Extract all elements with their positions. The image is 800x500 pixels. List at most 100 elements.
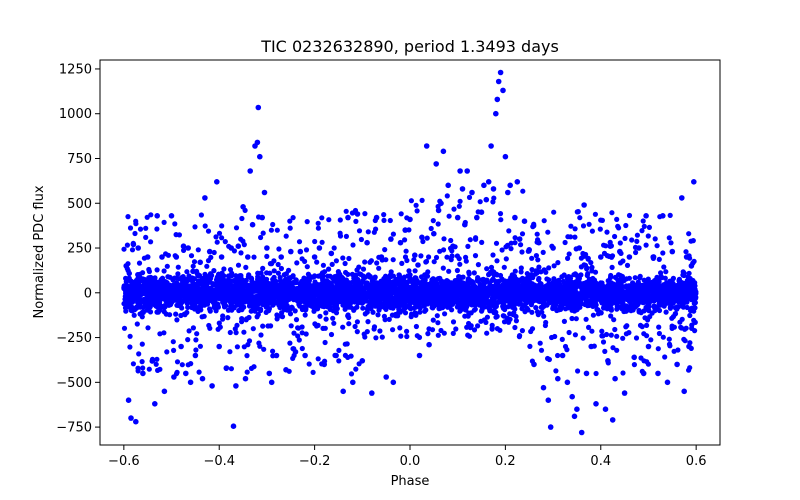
scatter-point — [489, 298, 495, 304]
scatter-point — [663, 269, 669, 275]
baseline-point — [432, 291, 438, 297]
scatter-point — [239, 319, 245, 325]
scatter-point — [398, 211, 404, 217]
scatter-point — [145, 325, 151, 331]
baseline-point — [528, 292, 534, 298]
scatter-point — [381, 313, 387, 319]
scatter-point — [268, 227, 274, 233]
scatter-point — [538, 347, 545, 353]
baseline-point — [406, 286, 412, 292]
scatter-point — [562, 239, 568, 246]
scatter-point — [683, 325, 689, 331]
scatter-point — [390, 327, 396, 333]
baseline-point — [187, 284, 194, 290]
scatter-point — [275, 261, 281, 268]
baseline-point — [552, 300, 558, 306]
baseline-point — [460, 274, 466, 280]
baseline-point — [670, 295, 676, 302]
baseline-point — [288, 280, 294, 286]
scatter-point — [329, 261, 335, 267]
scatter-point — [508, 240, 514, 246]
scatter-point — [184, 309, 190, 316]
scatter-point — [154, 356, 160, 362]
scatter-point — [586, 324, 592, 330]
baseline-point — [308, 292, 314, 298]
scatter-point — [511, 302, 518, 308]
baseline-point — [360, 305, 366, 311]
scatter-point — [644, 322, 650, 328]
scatter-point — [314, 323, 320, 329]
scatter-point — [656, 324, 662, 330]
baseline-point — [225, 292, 232, 299]
scatter-point — [225, 315, 231, 321]
scatter-point — [354, 319, 360, 325]
scatter-point — [139, 359, 145, 365]
scatter-point — [184, 269, 190, 275]
baseline-point — [486, 304, 492, 310]
scatter-point — [633, 335, 640, 341]
scatter-point — [250, 326, 256, 332]
baseline-point — [248, 308, 254, 314]
baseline-point — [326, 266, 332, 272]
baseline-point — [550, 279, 557, 285]
scatter-point — [245, 274, 251, 280]
scatter-point — [572, 234, 578, 240]
scatter-point — [545, 355, 551, 362]
scatter-point — [258, 332, 264, 338]
baseline-point — [645, 280, 651, 286]
baseline-point — [533, 305, 539, 311]
scatter-point — [136, 260, 143, 266]
scatter-point — [368, 258, 374, 264]
scatter-point — [387, 299, 394, 305]
scatter-point — [626, 212, 633, 219]
baseline-point — [163, 298, 169, 304]
scatter-point — [165, 252, 171, 258]
scatter-point — [518, 265, 524, 271]
baseline-point — [186, 290, 192, 296]
baseline-point — [249, 293, 255, 299]
baseline-point — [302, 312, 308, 318]
baseline-point — [154, 267, 160, 273]
baseline-point — [269, 288, 275, 294]
baseline-point — [419, 278, 426, 285]
scatter-point — [323, 316, 329, 322]
baseline-point — [261, 285, 267, 291]
baseline-point — [526, 283, 532, 289]
scatter-point — [509, 272, 515, 278]
scatter-point — [566, 329, 572, 336]
scatter-point — [479, 307, 485, 313]
scatter-point — [519, 328, 526, 334]
baseline-point — [676, 278, 682, 284]
scatter-point — [261, 346, 267, 352]
scatter-point — [451, 206, 457, 212]
scatter-point — [512, 240, 518, 246]
scatter-point — [592, 269, 599, 275]
scatter-point — [241, 304, 247, 310]
scatter-point — [244, 369, 250, 375]
scatter-point — [503, 244, 509, 250]
baseline-point — [387, 272, 393, 278]
baseline-point — [382, 287, 388, 293]
scatter-point — [503, 298, 509, 304]
scatter-point — [274, 316, 280, 322]
baseline-point — [220, 299, 226, 305]
scatter-point — [191, 259, 198, 265]
scatter-point — [346, 321, 352, 327]
plot-area — [99, 59, 721, 446]
baseline-point — [582, 290, 588, 296]
baseline-point — [401, 274, 407, 280]
scatter-point — [279, 314, 286, 320]
baseline-point — [339, 298, 345, 304]
baseline-point — [197, 293, 203, 299]
scatter-point — [275, 270, 281, 276]
baseline-point — [323, 310, 329, 316]
scatter-point — [277, 305, 283, 311]
baseline-point — [680, 284, 686, 290]
scatter-point — [348, 371, 355, 377]
scatter-point — [196, 369, 202, 375]
baseline-point — [343, 293, 349, 299]
baseline-point — [377, 285, 383, 292]
scatter-point — [260, 323, 266, 329]
baseline-point — [297, 290, 303, 296]
baseline-point — [393, 297, 399, 303]
